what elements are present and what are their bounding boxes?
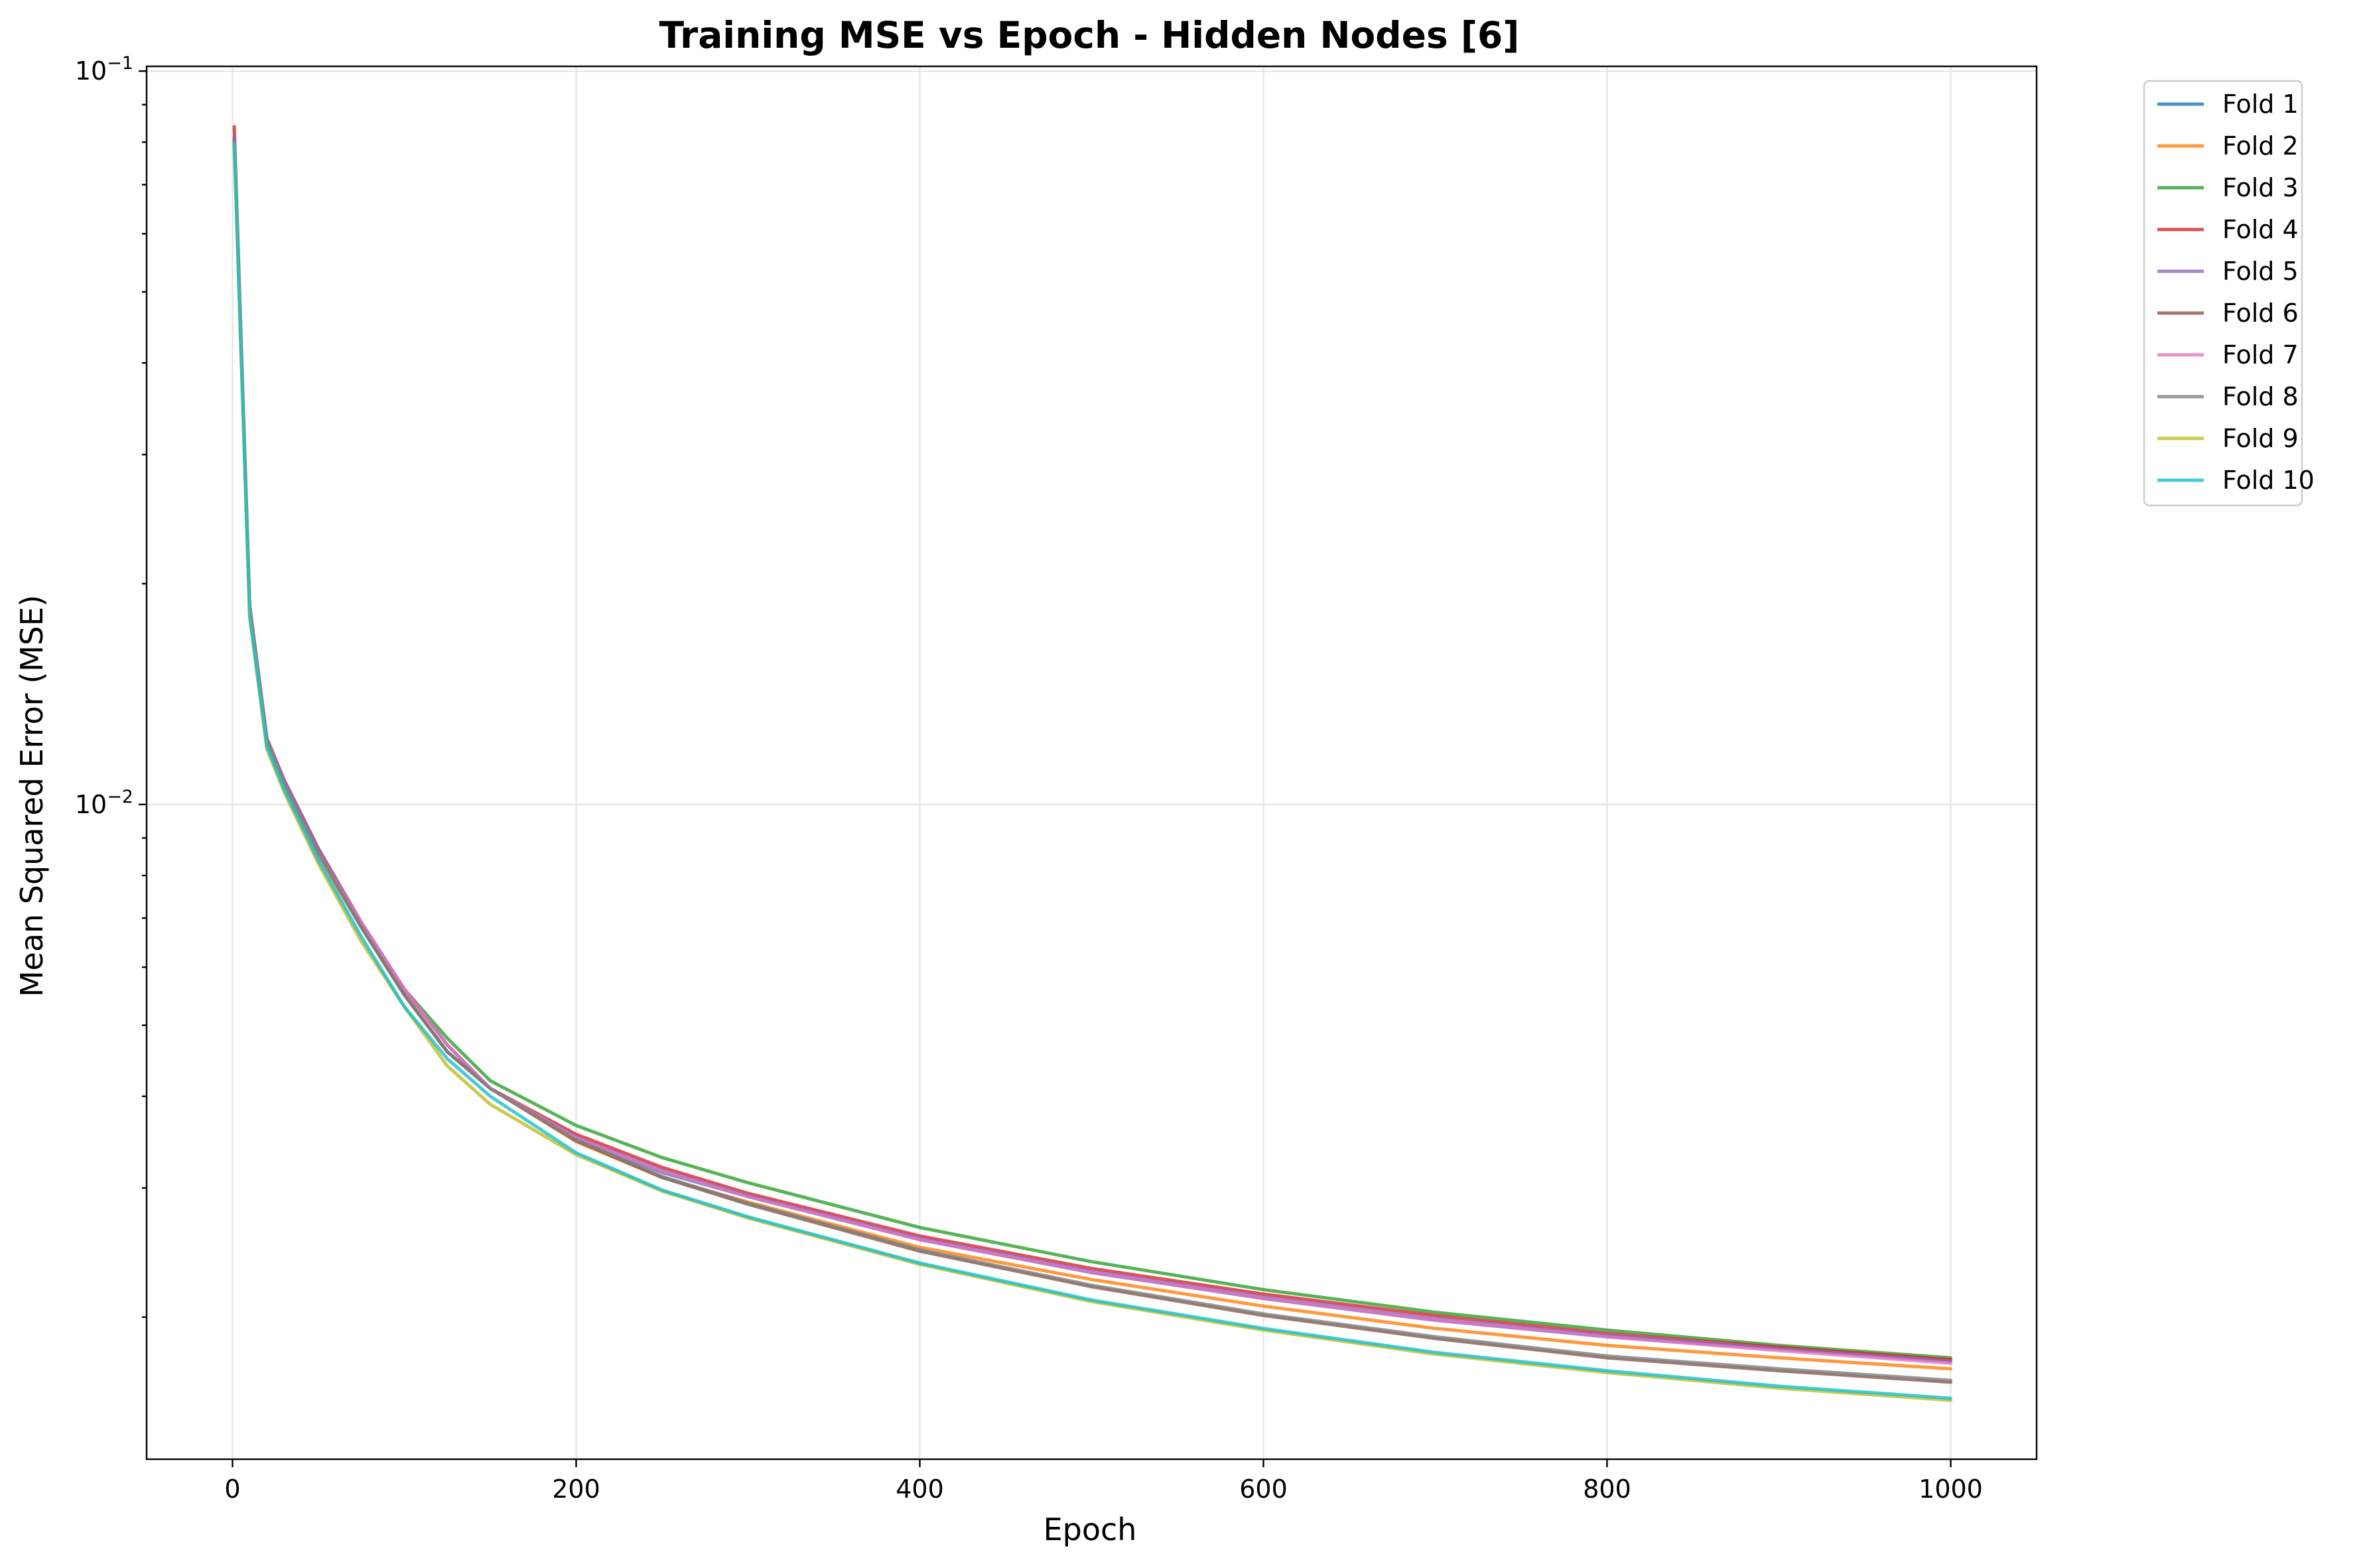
legend-label: Fold 10 — [2222, 466, 2315, 495]
x-tick-label: 200 — [552, 1474, 600, 1504]
x-tick-label: 400 — [896, 1474, 944, 1504]
legend-label: Fold 8 — [2222, 382, 2299, 411]
y-tick-label: 10−1 — [75, 53, 133, 86]
x-axis-ticks: 0 200 400 600 800 1000 — [224, 1459, 1983, 1504]
legend-label: Fold 7 — [2222, 340, 2299, 369]
y-axis-ticks: 10−2 10−1 — [75, 53, 147, 1318]
legend-label: Fold 1 — [2222, 90, 2299, 119]
series-line-fold-10 — [232, 142, 1952, 1400]
legend-label: Fold 4 — [2222, 215, 2299, 244]
x-tick-label: 0 — [224, 1474, 240, 1504]
legend: Fold 1 Fold 2 Fold 3 Fold 4 Fold 5 Fold 6 Fold… — [2143, 80, 2315, 507]
series-line-fold-8 — [232, 138, 1952, 1382]
x-tick-label: 800 — [1583, 1474, 1631, 1504]
legend-label: Fold 6 — [2222, 298, 2299, 328]
legend-label: Fold 2 — [2222, 131, 2299, 161]
x-tick-label: 600 — [1239, 1474, 1288, 1504]
plot-area-frame — [145, 65, 2038, 1461]
legend-label: Fold 9 — [2222, 424, 2299, 453]
legend-label: Fold 5 — [2222, 257, 2299, 286]
series-lines — [232, 125, 1952, 1402]
y-axis-label: Mean Squared Error (MSE) — [14, 595, 50, 997]
x-tick-label: 1000 — [1919, 1474, 1983, 1504]
grid — [147, 66, 2037, 1459]
x-axis-label: Epoch — [1044, 1512, 1137, 1547]
legend-label: Fold 3 — [2222, 173, 2299, 202]
chart-title: Training MSE vs Epoch - Hidden Nodes [6] — [659, 14, 1520, 56]
y-tick-label: 10−2 — [75, 787, 133, 819]
